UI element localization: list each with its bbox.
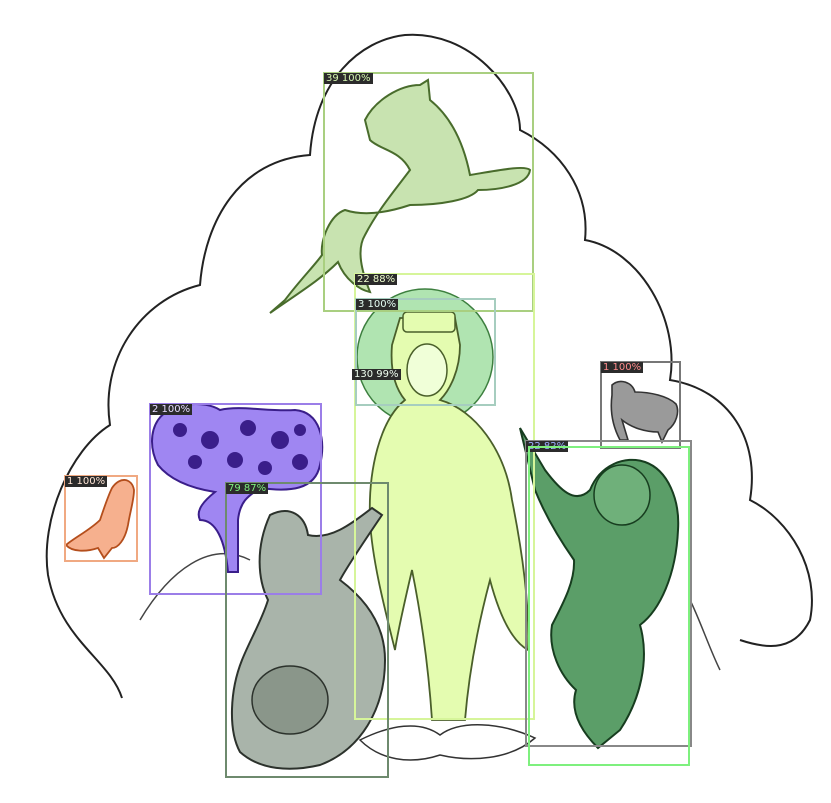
detection-box-deer[interactable]: 39 100% [323, 72, 534, 312]
detection-label: 3 100% [356, 299, 399, 310]
deer-body [269, 78, 532, 314]
detection-label: 2 100% [150, 404, 193, 415]
detection-box-bird[interactable]: 1 100% [64, 475, 138, 562]
detection-box-hen[interactable]: 1 100% [600, 361, 681, 449]
bird [64, 479, 135, 560]
detection-box-figure[interactable]: 22 88% [354, 273, 535, 720]
lotus-base [358, 724, 537, 761]
monk-left [231, 506, 387, 770]
detection-label: 130 99% [352, 369, 401, 380]
central-figure [368, 311, 530, 721]
detection-box-halo[interactable]: 3 100% [355, 298, 496, 406]
detection-label: 79 87% [226, 483, 269, 494]
detection-label: 1 100% [65, 476, 108, 487]
detection-box-monk-right-2[interactable] [528, 446, 690, 766]
detection-label: 22 88% [355, 274, 398, 285]
detection-label: 39 100% [324, 73, 373, 84]
deer [269, 78, 532, 314]
rock-outline [45, 33, 813, 699]
monk-right [519, 427, 680, 750]
hen [610, 380, 679, 444]
detection-label: 1 100% [601, 362, 644, 373]
detection-box-monk-left[interactable]: 79 87% [225, 482, 389, 778]
detection-box-tree[interactable]: 2 100% [149, 403, 322, 595]
tree-leaf-pattern [173, 420, 308, 475]
